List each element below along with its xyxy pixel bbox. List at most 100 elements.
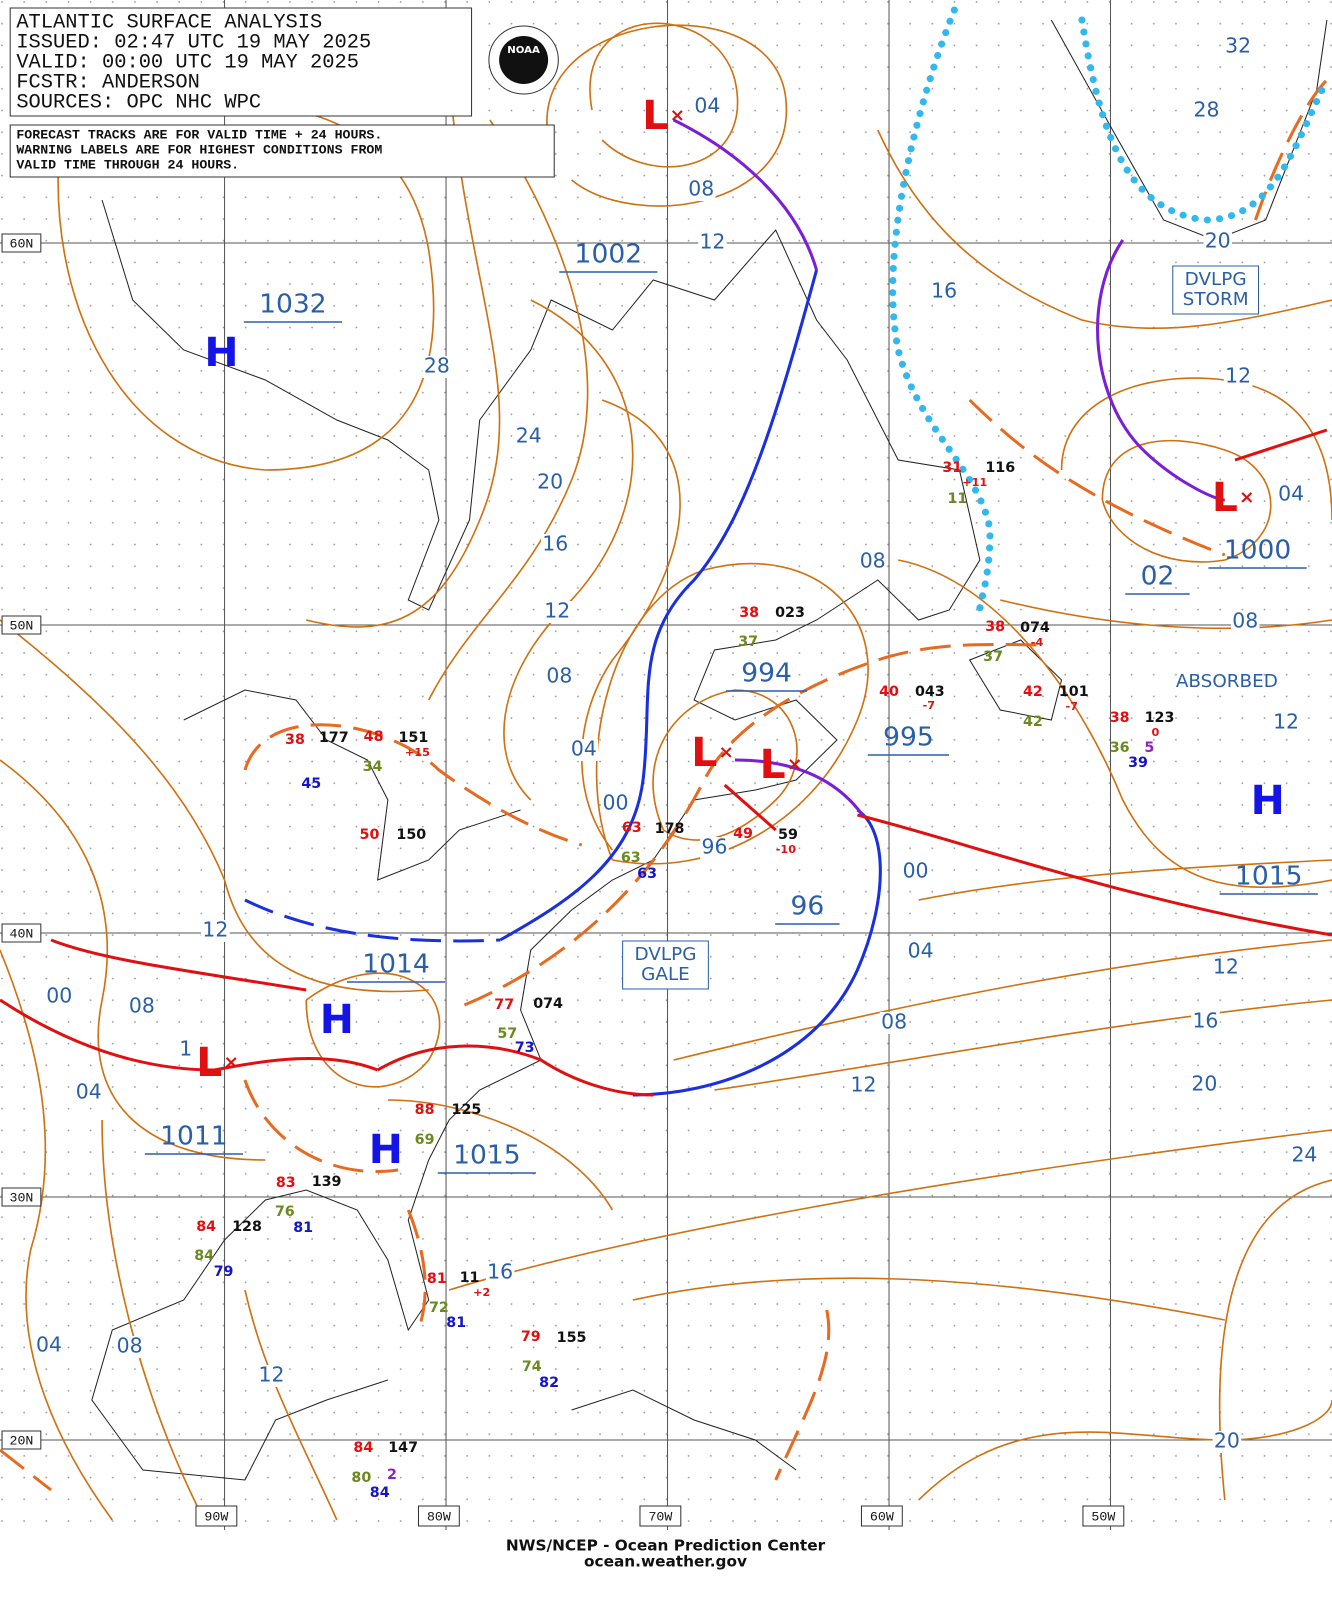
isobar-label: 08 — [860, 549, 886, 573]
lon-label: 70W — [648, 1510, 672, 1525]
station-value: 38 — [985, 619, 1005, 635]
isobar-label-bg — [1271, 712, 1301, 734]
station-value: 63 — [622, 820, 642, 836]
isobar-label-bg — [698, 232, 727, 254]
lon-label: 80W — [427, 1510, 451, 1525]
pressure-center: H — [204, 328, 238, 376]
station-value: 125 — [452, 1102, 482, 1118]
isobar-label: 08 — [881, 1010, 907, 1034]
isobar-label-bg — [44, 986, 74, 1008]
station-value: 79 — [521, 1329, 541, 1345]
isobar-label-bg — [1192, 100, 1221, 122]
isobar-label: 12 — [202, 918, 228, 942]
station-value: 34 — [363, 759, 383, 775]
station-value: 84 — [194, 1248, 214, 1264]
station-value: -10 — [776, 843, 797, 856]
pressure-label: 1014 — [362, 950, 430, 980]
isobar-label-bg — [569, 739, 599, 761]
station-value: 074 — [533, 996, 563, 1012]
isobar-label: 24 — [516, 424, 542, 448]
isobar-label: 12 — [544, 599, 570, 623]
isobar-label: 12 — [699, 230, 725, 254]
station-value: 155 — [557, 1330, 587, 1346]
station-value: 139 — [312, 1174, 342, 1190]
isobar-label: 04 — [36, 1333, 62, 1357]
station-value: 38 — [739, 605, 759, 621]
lat-label: 20N — [9, 1434, 33, 1449]
isobar-label: 08 — [546, 664, 572, 688]
center-x: × — [1239, 487, 1254, 508]
header-line: FCSTR: ANDERSON — [16, 71, 200, 94]
pressure-label: 96 — [790, 892, 824, 922]
station-value: 81 — [446, 1315, 466, 1331]
station-value: 84 — [196, 1219, 216, 1235]
isobar-label: 16 — [542, 532, 568, 556]
pressure-center: H — [369, 1125, 403, 1173]
station-value: 48 — [364, 729, 384, 745]
isobar-label: 08 — [117, 1334, 143, 1358]
isobar-label-bg — [929, 281, 959, 303]
station-value: 37 — [983, 649, 1003, 665]
warning-label: DVLPG — [635, 944, 697, 965]
station-value: 123 — [1145, 710, 1175, 726]
isobar-label-bg — [693, 96, 722, 118]
station-value: 0 — [1152, 726, 1160, 739]
station-value: -7 — [1065, 700, 1077, 713]
isobar-label: 16 — [487, 1260, 513, 1284]
isobar-label: 08 — [129, 994, 155, 1018]
isobar-label-bg — [1230, 611, 1260, 633]
station-value: 81 — [293, 1220, 313, 1236]
pressure-label: 1002 — [575, 240, 643, 270]
station-value: 023 — [775, 605, 805, 621]
station-value: 83 — [276, 1175, 296, 1191]
station-value: 76 — [275, 1204, 295, 1220]
isobar-label-bg — [543, 601, 572, 623]
isobar-label: 04 — [76, 1080, 102, 1104]
isobar-label-bg — [1223, 366, 1253, 388]
isobar-label-bg — [485, 1262, 515, 1284]
isobar-label: 16 — [931, 279, 957, 303]
station-value: 69 — [415, 1132, 435, 1148]
isobar-label-bg — [545, 666, 574, 688]
station-value: -7 — [923, 699, 935, 712]
isobar-label: 08 — [688, 177, 714, 201]
header-box — [9, 7, 473, 117]
isobar-label: 20 — [537, 470, 563, 494]
lon-label-box — [639, 1505, 682, 1527]
lat-label-box — [1, 1430, 42, 1450]
isobar-label: 32 — [1225, 34, 1251, 58]
isobar-label: 28 — [424, 354, 450, 378]
lat-label-box — [1, 233, 42, 253]
isobar-label: 1 — [179, 1037, 192, 1061]
header-line: VALID: 00:00 UTC 19 MAY 2025 — [16, 51, 359, 74]
isobar-label-bg — [74, 1082, 104, 1104]
isobar-label: 04 — [1278, 482, 1304, 506]
pressure-center: L — [642, 91, 668, 139]
ice-edge — [889, 6, 1331, 614]
lon-label: 60W — [870, 1510, 894, 1525]
isobar-label: 20 — [1214, 1429, 1240, 1453]
isobar-label-bg — [127, 996, 157, 1018]
isobar-label-bg — [858, 551, 887, 573]
warning-label: STORM — [1183, 289, 1249, 310]
header-line: SOURCES: OPC NHC WPC — [16, 91, 261, 114]
station-value: 59 — [778, 827, 798, 843]
isobar-label: 12 — [1273, 710, 1299, 734]
isobar-label-bg — [601, 793, 630, 815]
isobar-label-bg — [115, 1336, 144, 1358]
lon-label: 90W — [204, 1510, 228, 1525]
lat-label-box — [1, 615, 42, 635]
center-x: × — [719, 742, 734, 763]
logo-text: NOAA — [507, 45, 540, 56]
station-value: 074 — [1020, 620, 1050, 636]
footer-line: NWS/NCEP - Ocean Prediction Center — [506, 1537, 826, 1555]
station-value: 043 — [915, 684, 945, 700]
isobar-label: 00 — [602, 791, 628, 815]
isobar-label-bg — [171, 1039, 201, 1061]
pressure-label: 02 — [1141, 562, 1175, 592]
lon-label-box — [1082, 1505, 1125, 1527]
center-x: × — [670, 105, 685, 126]
isobar-label: 12 — [1225, 364, 1251, 388]
station-value: 82 — [539, 1375, 559, 1391]
center-x: × — [224, 1052, 239, 1073]
